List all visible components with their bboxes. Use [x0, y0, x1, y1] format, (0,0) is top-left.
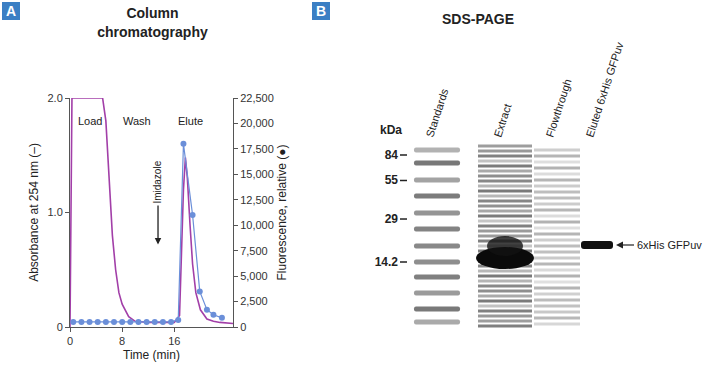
svg-text:SDS-PAGE: SDS-PAGE [442, 11, 514, 27]
svg-text:17,500: 17,500 [240, 143, 274, 155]
svg-text:Columnchromatography: Columnchromatography [97, 5, 208, 39]
svg-text:Imidazole: Imidazole [152, 160, 163, 203]
html-text:B: B [315, 3, 327, 19]
svg-text:Flowthrough: Flowthrough [543, 77, 573, 138]
svg-text:Time (min): Time (min) [123, 348, 180, 362]
svg-text:15,000: 15,000 [240, 168, 274, 180]
svg-text:10,000: 10,000 [240, 219, 274, 231]
svg-text:kDa: kDa [380, 123, 402, 137]
svg-text:0: 0 [57, 321, 63, 333]
svg-text:Load: Load [78, 115, 102, 127]
svg-text:0: 0 [240, 321, 246, 333]
svg-text:84: 84 [385, 148, 399, 162]
svg-text:20,000: 20,000 [240, 117, 274, 129]
svg-text:6xHis GFPuv: 6xHis GFPuv [637, 239, 702, 251]
svg-text:Extract: Extract [491, 102, 513, 138]
svg-text:2,500: 2,500 [240, 295, 268, 307]
svg-text:14.2: 14.2 [375, 255, 399, 269]
svg-text:7,500: 7,500 [240, 245, 268, 257]
svg-text:Absorbance at 254 nm (–): Absorbance at 254 nm (–) [27, 143, 41, 282]
svg-text:29: 29 [385, 212, 399, 226]
svg-text:Fluorescence, relative (●): Fluorescence, relative (●) [275, 145, 289, 281]
svg-text:Elute: Elute [178, 115, 203, 127]
svg-text:Standards: Standards [423, 87, 450, 139]
svg-text:12,500: 12,500 [240, 194, 274, 206]
svg-text:2.0: 2.0 [48, 92, 63, 104]
svg-text:8: 8 [119, 335, 125, 347]
svg-text:1.0: 1.0 [48, 206, 63, 218]
svg-text:5,000: 5,000 [240, 270, 268, 282]
svg-text:22,500: 22,500 [240, 92, 274, 104]
html-text:A: A [5, 3, 17, 19]
svg-text:Eluted 6xHis GFPuv: Eluted 6xHis GFPuv [583, 40, 625, 138]
svg-text:0: 0 [67, 335, 73, 347]
svg-text:16: 16 [168, 335, 180, 347]
svg-text:Wash: Wash [123, 115, 151, 127]
svg-text:55: 55 [385, 173, 399, 187]
